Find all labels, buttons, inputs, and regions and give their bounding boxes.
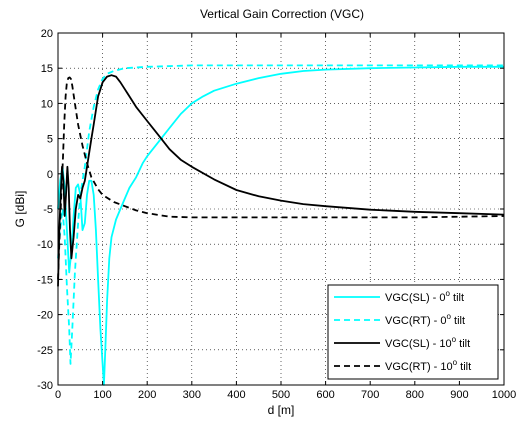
- x-tick-label: 500: [272, 389, 290, 401]
- legend-label-2: VGC(RT) - 0o tilt: [385, 312, 465, 327]
- x-tick-label: 100: [93, 389, 111, 401]
- y-tick-label: 0: [47, 169, 53, 181]
- chart-title: Vertical Gain Correction (VGC): [200, 7, 364, 21]
- series-lines: [57, 64, 505, 386]
- series-line-4: [57, 76, 505, 280]
- y-tick-label: -25: [37, 345, 53, 357]
- legend-label-1: VGC(SL) - 0o tilt: [385, 289, 464, 304]
- x-ticks: 0 100 200 300 400 500 600 700 800 900 1000: [55, 33, 516, 401]
- x-tick-label: 700: [361, 389, 379, 401]
- x-tick-label: 800: [406, 389, 424, 401]
- legend-box: [327, 284, 499, 380]
- legend: VGC(SL) - 0o tilt VGC(RT) - 0o tilt VGC(SL…: [327, 284, 499, 380]
- series-line-3: [57, 74, 505, 287]
- series-line-1: [57, 65, 504, 386]
- y-tick-label: -15: [37, 274, 53, 286]
- y-tick-label: -30: [37, 380, 53, 392]
- y-ticks: -30 -25 -20 -15 -10 -5 0 5 10 15 20: [37, 28, 504, 392]
- y-tick-label: -5: [43, 204, 53, 216]
- series-line-2: [57, 64, 504, 365]
- x-tick-label: 200: [138, 389, 156, 401]
- x-axis-label: d [m]: [268, 403, 295, 417]
- y-axis-label: G [dBi]: [13, 191, 27, 228]
- y-tick-label: 5: [47, 134, 53, 146]
- x-tick-label: 400: [227, 389, 245, 401]
- x-tick-label: 0: [55, 389, 61, 401]
- y-tick-label: 20: [41, 28, 53, 40]
- legend-items: VGC(SL) - 0o tilt VGC(RT) - 0o tilt VGC(SL…: [334, 289, 471, 373]
- y-tick-label: 15: [41, 63, 53, 75]
- y-tick-label: 10: [41, 98, 53, 110]
- x-tick-label: 300: [183, 389, 201, 401]
- x-tick-label: 600: [316, 389, 334, 401]
- x-tick-label: 1000: [492, 389, 516, 401]
- legend-label-4: VGC(RT) - 10o tilt: [385, 358, 471, 373]
- legend-label-3: VGC(SL) - 10o tilt: [385, 335, 470, 350]
- y-tick-label: -20: [37, 310, 53, 322]
- y-tick-label: -10: [37, 239, 53, 251]
- x-tick-label: 900: [450, 389, 468, 401]
